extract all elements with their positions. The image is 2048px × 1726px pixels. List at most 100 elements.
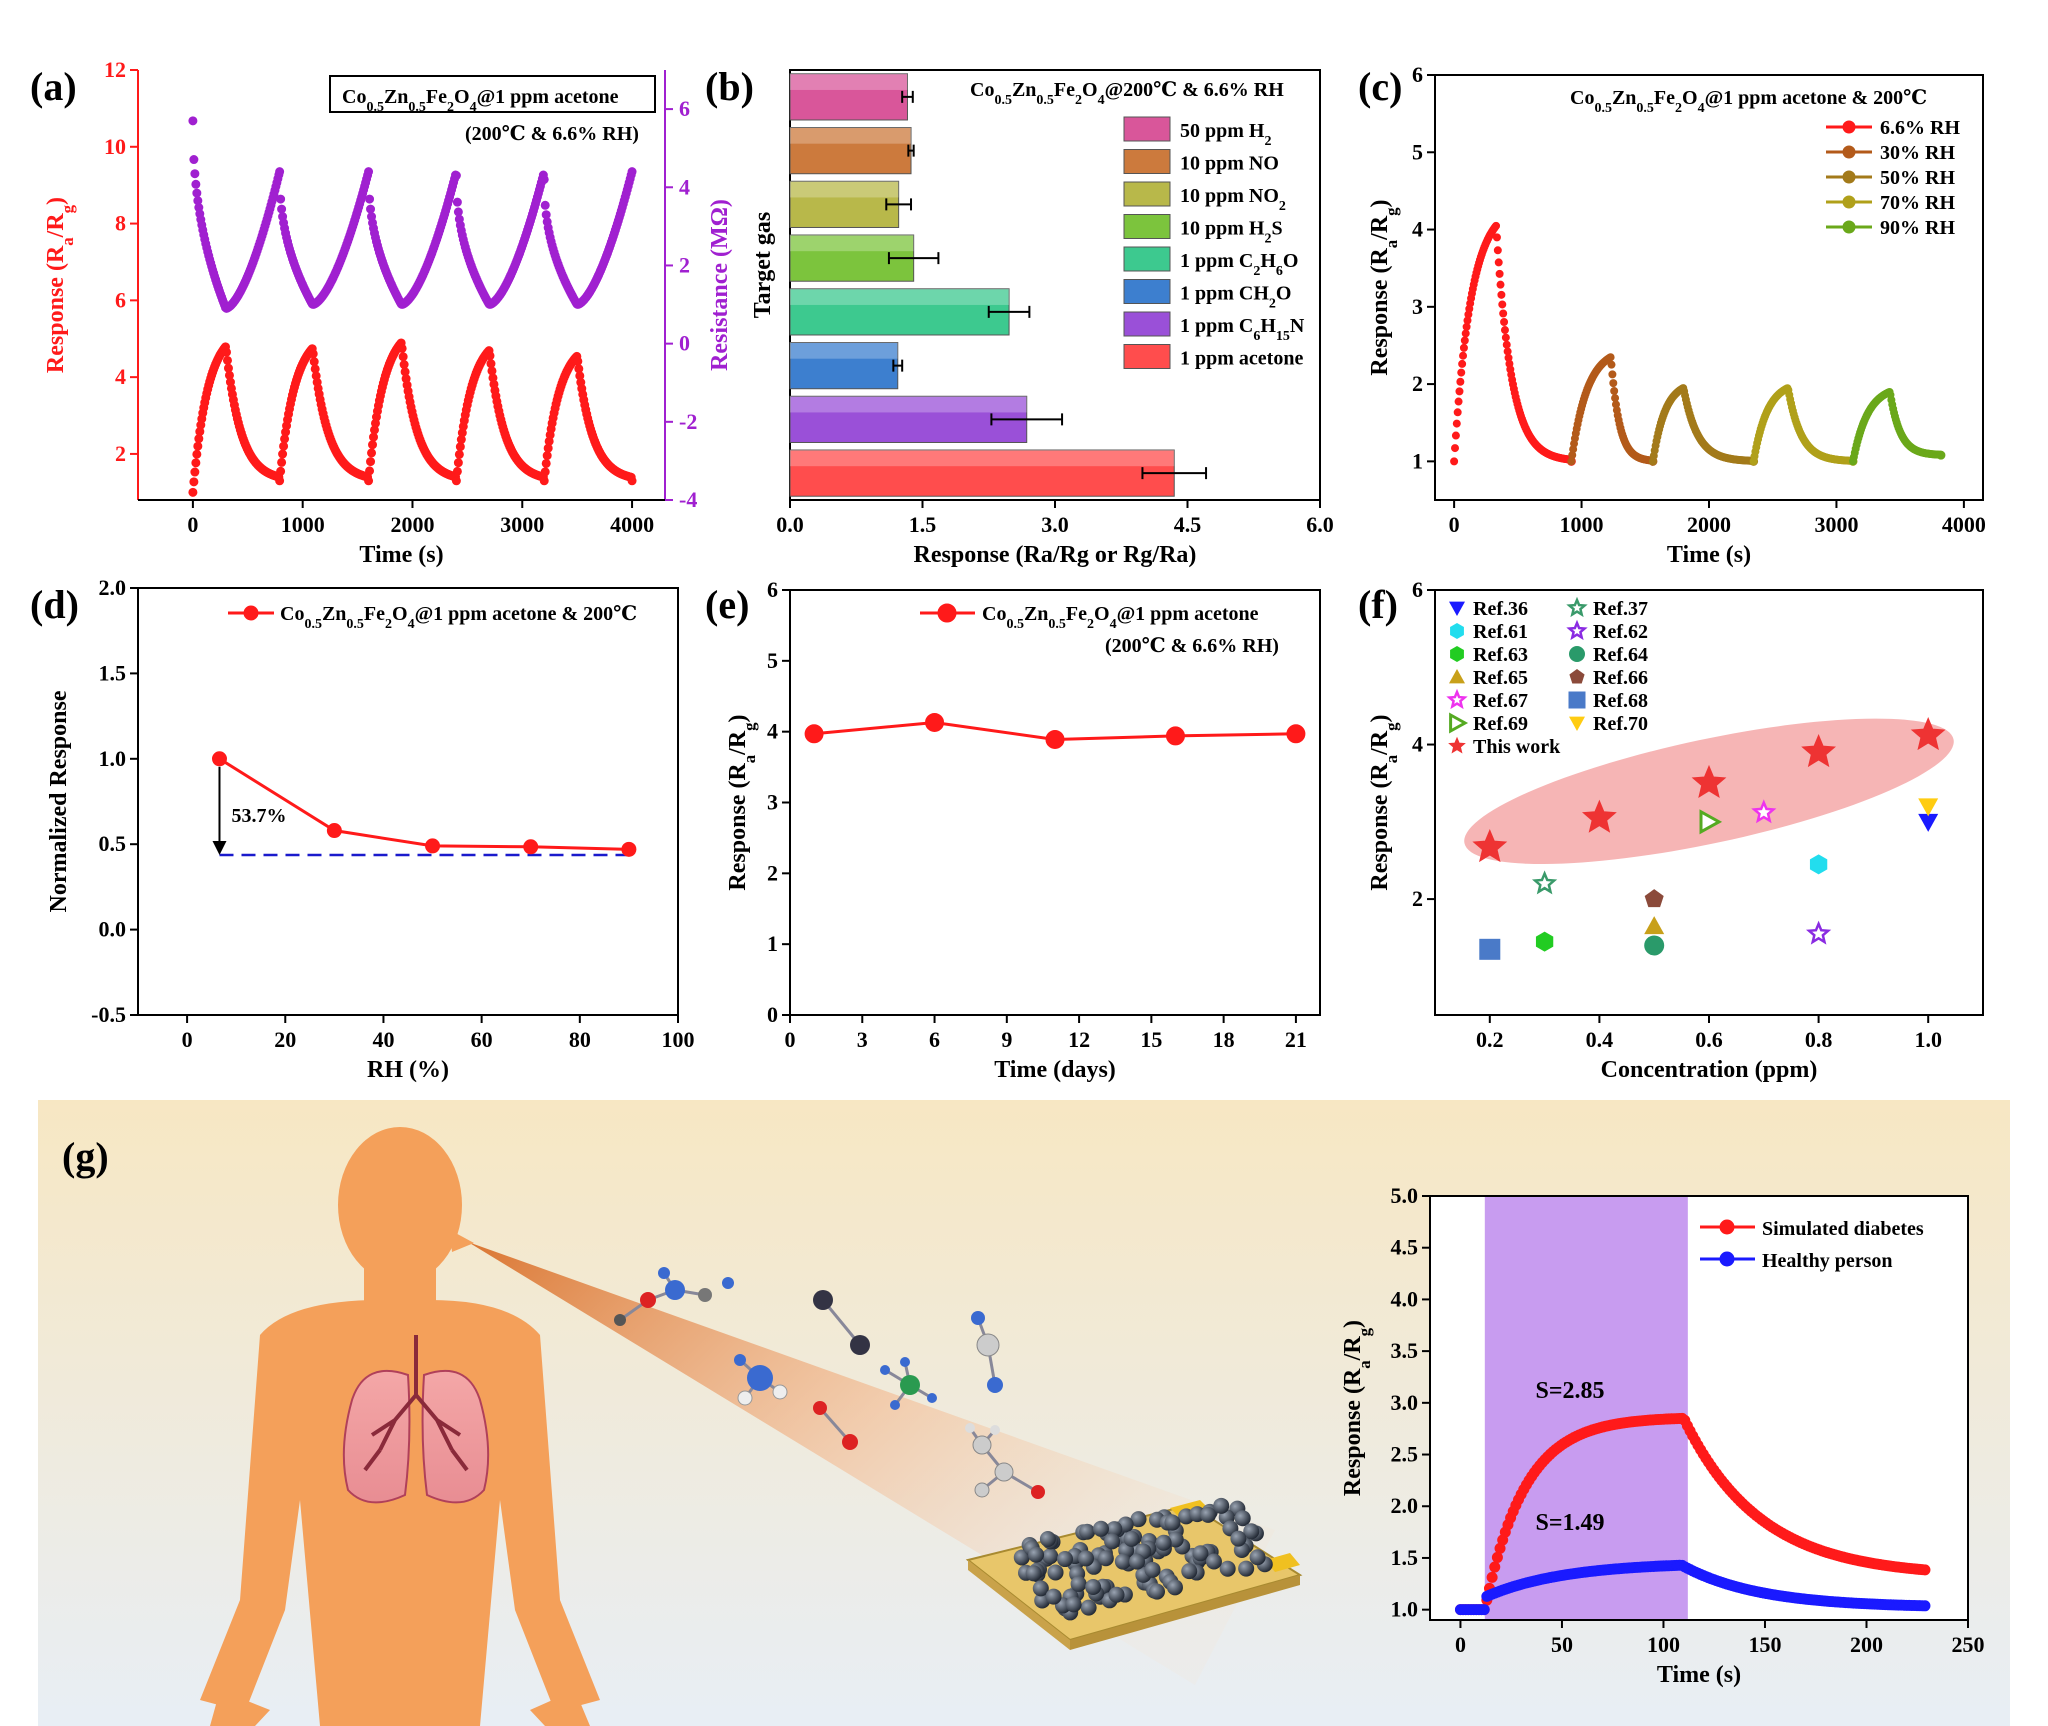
nanoparticle xyxy=(1092,1520,1109,1537)
marker-tri-up xyxy=(1644,916,1665,935)
x-tick-label: 0.8 xyxy=(1805,1027,1833,1052)
response-point xyxy=(223,363,233,373)
legend-label: 90% RH xyxy=(1880,217,1955,239)
series-point xyxy=(1611,394,1620,403)
legend-swatch xyxy=(1123,149,1171,174)
sensor-chip xyxy=(965,1497,1303,1650)
series-point xyxy=(1486,1571,1498,1583)
legend-swatch xyxy=(1123,181,1171,207)
response-point xyxy=(188,487,198,497)
resistance-point xyxy=(539,174,549,184)
nanoparticle xyxy=(1167,1531,1184,1548)
response-point xyxy=(573,356,583,366)
legend-marker xyxy=(1842,170,1856,184)
legend-marker xyxy=(1842,220,1856,234)
response-point xyxy=(397,343,407,353)
legend-swatch xyxy=(1123,214,1171,239)
series-point xyxy=(1500,318,1509,327)
y-tick-label: 6 xyxy=(767,577,778,602)
x-tick-label: 0 xyxy=(1455,1632,1466,1657)
nanoparticle xyxy=(1104,1533,1121,1550)
series-point xyxy=(1494,258,1503,267)
legend-marker xyxy=(1719,1219,1735,1235)
series-point xyxy=(1501,333,1510,342)
bar xyxy=(789,180,900,228)
response-point xyxy=(627,476,637,486)
panel-label-d: (d) xyxy=(30,582,79,627)
y-axis-label: Response (Ra/Rg) xyxy=(1340,1320,1374,1496)
response-point xyxy=(276,466,286,476)
nanoparticle xyxy=(1200,1506,1217,1523)
response-point xyxy=(365,466,375,476)
legend-label: Ref.63 xyxy=(1473,644,1528,666)
legend-label: 6.6% RH xyxy=(1880,117,1960,139)
gas-molecules xyxy=(614,1267,1045,1499)
nanoparticle xyxy=(1181,1563,1198,1580)
resistance-point xyxy=(365,194,375,204)
series-point xyxy=(1607,360,1616,369)
nanoparticle xyxy=(1065,1596,1082,1613)
x-axis-label: Time (s) xyxy=(359,542,443,568)
y-tick-label: -0.5 xyxy=(91,1002,126,1027)
series-point xyxy=(1609,379,1618,388)
response-point xyxy=(454,449,464,459)
response-point xyxy=(366,457,376,467)
nanoparticle xyxy=(1106,1521,1123,1538)
nanoparticle xyxy=(1213,1497,1230,1514)
nanoparticle xyxy=(1047,1564,1064,1581)
panel-g-chart: 0 50 100 150 200 250 1.0 1.5 2.0 2.5 3.0 3.5 4.0 4.5 5… xyxy=(1340,1183,1985,1688)
series-point xyxy=(1453,408,1462,417)
marker-star xyxy=(1472,829,1508,863)
resistance-point xyxy=(277,204,287,214)
resistance-point xyxy=(452,197,462,207)
legend-swatch xyxy=(1123,279,1171,304)
data-point xyxy=(1165,726,1185,746)
y-tick-label: 2.0 xyxy=(1391,1493,1419,1518)
series-point xyxy=(1455,387,1464,396)
marker-tri-right xyxy=(1699,809,1723,835)
x-tick-label: 1000 xyxy=(281,512,325,537)
series-point xyxy=(1498,300,1507,309)
y-tick-label: 0 xyxy=(767,1002,778,1027)
resistance-point xyxy=(364,167,374,177)
panel-label-c: (c) xyxy=(1358,64,1402,109)
response-point xyxy=(542,451,552,461)
chart-title: Co0.5Zn0.5Fe2O4@200℃ & 6.6% RH xyxy=(970,79,1284,108)
series-point xyxy=(1457,368,1466,377)
legend-marker xyxy=(937,603,957,623)
x-tick-label: 4.5 xyxy=(1174,512,1202,537)
legend-label: This work xyxy=(1473,736,1561,758)
response-point xyxy=(452,466,462,476)
series-point xyxy=(1459,351,1468,360)
legend-swatch xyxy=(1123,246,1171,272)
x-tick-label: 0.2 xyxy=(1476,1027,1504,1052)
marker-tri-up xyxy=(1449,669,1465,684)
series-point xyxy=(1492,221,1501,230)
panel-d: 0 20 40 60 80 100 -0.5 0.0 0.5 1.0 1.5 2.0 RH (%) Nor… xyxy=(46,575,695,1083)
series-point xyxy=(1461,329,1470,338)
x-tick-label: 80 xyxy=(569,1027,591,1052)
nanoparticle xyxy=(1243,1523,1260,1540)
x-axis-label: RH (%) xyxy=(367,1057,449,1083)
x-tick-label: 3000 xyxy=(1814,512,1858,537)
marker-star-open xyxy=(1566,619,1588,641)
y-tick-label-right: -4 xyxy=(679,487,697,512)
y-tick-label: 2.5 xyxy=(1391,1442,1419,1467)
chart-subtitle: (200℃ & 6.6% RH) xyxy=(1105,635,1279,657)
nanoparticle xyxy=(1123,1530,1140,1547)
x-axis-label: Time (s) xyxy=(1667,542,1751,568)
response-point xyxy=(279,441,289,451)
x-tick-label: 250 xyxy=(1952,1632,1985,1657)
series-point xyxy=(1496,280,1505,289)
marker-pentagon xyxy=(1644,889,1664,908)
nanoparticle xyxy=(1025,1565,1042,1582)
series-point xyxy=(1495,269,1504,278)
nanoparticle xyxy=(1155,1534,1172,1551)
legend-label: Simulated diabetes xyxy=(1762,1218,1924,1240)
nanoparticle xyxy=(1130,1511,1147,1528)
nanoparticle xyxy=(1045,1588,1062,1605)
data-point xyxy=(621,841,637,857)
x-tick-label: 0 xyxy=(1449,512,1460,537)
